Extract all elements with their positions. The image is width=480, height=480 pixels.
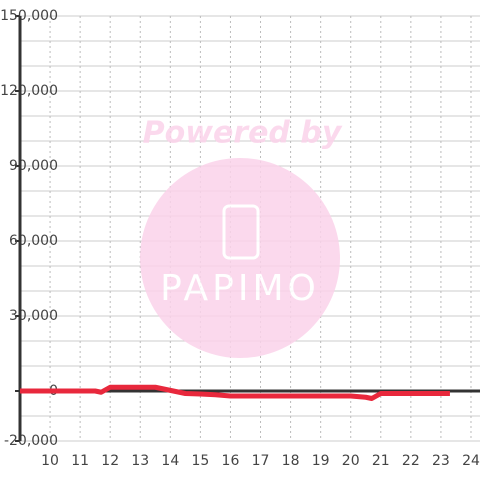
y-tick-label: 90,000: [9, 158, 58, 174]
y-tick-label: 30,000: [9, 308, 58, 324]
data-line: [20, 384, 450, 401]
x-tick-label: 21: [372, 453, 390, 469]
y-tick-label: -20,000: [4, 433, 58, 449]
y-tick-label: 150,000: [0, 8, 58, 24]
x-tick-label: 14: [161, 453, 179, 469]
x-tick-label: 18: [282, 453, 300, 469]
watermark: Powered by PAPIMO: [140, 116, 343, 358]
x-tick-label: 11: [71, 453, 89, 469]
x-tick-label: 20: [342, 453, 360, 469]
x-tick-label: 15: [191, 453, 209, 469]
x-tick-label: 13: [131, 453, 149, 469]
watermark-icon: [222, 204, 260, 260]
watermark-logo: PAPIMO: [160, 268, 320, 309]
x-tick-label: 22: [402, 453, 420, 469]
x-tick-label: 17: [252, 453, 270, 469]
x-tick-label: 19: [312, 453, 330, 469]
x-tick-label: 16: [222, 453, 240, 469]
watermark-text: Powered by: [143, 116, 343, 151]
x-tick-label: 24: [462, 453, 480, 469]
x-tick-label: 23: [432, 453, 450, 469]
y-tick-label: 60,000: [9, 233, 58, 249]
x-tick-label: 12: [101, 453, 119, 469]
y-tick-label: 120,000: [0, 83, 58, 99]
x-tick-label: 10: [41, 453, 59, 469]
